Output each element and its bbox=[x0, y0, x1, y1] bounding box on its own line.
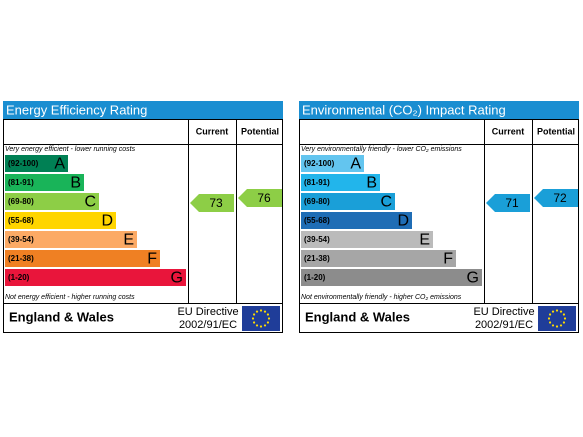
top-note: Very energy efficient - lower running co… bbox=[5, 146, 136, 153]
footer-region: England & Wales bbox=[305, 309, 410, 324]
band-letter: G bbox=[171, 270, 183, 287]
eu-star bbox=[255, 310, 259, 313]
rating-arrow bbox=[534, 189, 578, 207]
eu-star bbox=[259, 325, 263, 328]
top-note: Very environmentally friendly - lower CO… bbox=[301, 146, 462, 153]
eu-star bbox=[266, 321, 270, 324]
eu-star bbox=[263, 310, 267, 313]
band-letter: E bbox=[419, 232, 430, 249]
column-header: Current bbox=[492, 126, 525, 136]
band-bar bbox=[5, 250, 160, 267]
band-range: (21-38) bbox=[8, 254, 34, 263]
band-letter: A bbox=[54, 156, 65, 173]
column-header: Current bbox=[196, 126, 229, 136]
band-range: (92-100) bbox=[8, 159, 39, 168]
rating-arrow bbox=[238, 189, 282, 207]
band-range: (55-68) bbox=[304, 216, 330, 225]
eu-star bbox=[559, 324, 563, 327]
band-range: (69-80) bbox=[304, 197, 330, 206]
band-range: (81-91) bbox=[304, 178, 330, 187]
panel-title: Energy Efficiency Rating bbox=[6, 102, 147, 117]
eu-star bbox=[555, 325, 559, 328]
column-header: Potential bbox=[241, 126, 279, 136]
band-bar bbox=[301, 193, 395, 210]
rating-value: 71 bbox=[505, 196, 519, 210]
footer-region: England & Wales bbox=[9, 309, 114, 324]
panel-title: Environmental (CO₂) Impact Rating bbox=[302, 102, 506, 117]
band-letter: G bbox=[467, 270, 479, 287]
band-range: (81-91) bbox=[8, 178, 34, 187]
band-bar bbox=[301, 250, 456, 267]
eu-star bbox=[563, 317, 567, 320]
band-bar bbox=[5, 193, 99, 210]
panel: Environmental (CO₂) Impact Rating Current… bbox=[299, 101, 579, 333]
band-letter: A bbox=[350, 156, 361, 173]
eu-star bbox=[551, 324, 555, 327]
band-range: (55-68) bbox=[8, 216, 34, 225]
bottom-note: Not environmentally friendly - higher CO… bbox=[301, 294, 462, 301]
band-bar bbox=[5, 155, 68, 172]
band-bar bbox=[5, 269, 186, 286]
panel-header bbox=[3, 101, 283, 119]
band-letter: F bbox=[443, 251, 453, 268]
eu-star bbox=[267, 317, 271, 320]
band-letter: B bbox=[70, 175, 81, 192]
footer-directive: EU Directive bbox=[473, 306, 534, 318]
footer-code: 2002/91/EC bbox=[475, 319, 533, 331]
eu-star bbox=[251, 317, 255, 320]
band-bar bbox=[301, 269, 482, 286]
eu-star bbox=[551, 310, 555, 313]
eu-star bbox=[255, 324, 259, 327]
band-letter: D bbox=[397, 213, 409, 230]
eu-star bbox=[263, 324, 267, 327]
eu-star bbox=[555, 309, 559, 312]
eu-star bbox=[562, 313, 566, 316]
band-letter: C bbox=[84, 194, 96, 211]
footer-code: 2002/91/EC bbox=[179, 319, 237, 331]
band-bar bbox=[5, 212, 116, 229]
eu-star bbox=[562, 321, 566, 324]
column-header: Potential bbox=[537, 126, 575, 136]
band-range: (39-54) bbox=[304, 235, 330, 244]
band-bar bbox=[301, 212, 412, 229]
panel: Energy Efficiency Rating Current Potential… bbox=[3, 101, 283, 333]
band-bar bbox=[301, 231, 433, 248]
footer-directive: EU Directive bbox=[177, 306, 238, 318]
band-range: (1-20) bbox=[304, 273, 326, 282]
eu-star bbox=[559, 310, 563, 313]
eu-star bbox=[252, 313, 256, 316]
band-letter: C bbox=[380, 194, 392, 211]
band-range: (69-80) bbox=[8, 197, 34, 206]
panel-header bbox=[299, 101, 579, 119]
eu-star bbox=[252, 321, 256, 324]
band-range: (1-20) bbox=[8, 273, 30, 282]
eu-star bbox=[259, 309, 263, 312]
band-bar bbox=[5, 231, 137, 248]
bottom-note: Not energy efficient - higher running co… bbox=[5, 294, 135, 301]
band-letter: B bbox=[366, 175, 377, 192]
band-bar bbox=[5, 174, 84, 191]
panel-frame bbox=[3, 119, 283, 333]
eu-star bbox=[548, 313, 552, 316]
band-letter: D bbox=[101, 213, 113, 230]
rating-arrow bbox=[190, 194, 234, 212]
rating-value: 73 bbox=[209, 196, 223, 210]
band-letter: F bbox=[147, 251, 157, 268]
band-bar bbox=[301, 155, 364, 172]
rating-value: 72 bbox=[553, 191, 567, 205]
band-range: (92-100) bbox=[304, 159, 335, 168]
panel-frame bbox=[299, 119, 579, 333]
eu-star bbox=[266, 313, 270, 316]
band-bar bbox=[301, 174, 380, 191]
band-range: (39-54) bbox=[8, 235, 34, 244]
eu-star bbox=[548, 321, 552, 324]
band-range: (21-38) bbox=[304, 254, 330, 263]
eu-star bbox=[547, 317, 551, 320]
rating-value: 76 bbox=[257, 191, 271, 205]
rating-arrow bbox=[486, 194, 530, 212]
band-letter: E bbox=[123, 232, 134, 249]
